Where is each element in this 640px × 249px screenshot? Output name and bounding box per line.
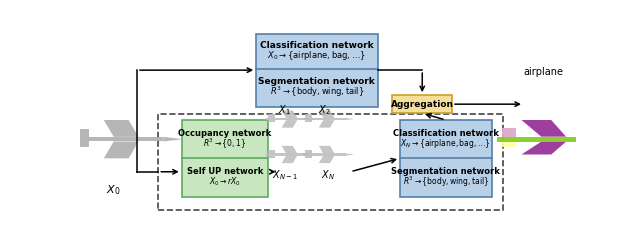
Polygon shape	[308, 153, 317, 156]
Polygon shape	[74, 141, 89, 147]
Text: $X_N \rightarrow \{\mathrm{airplane, bag,}\ldots\}$: $X_N \rightarrow \{\mathrm{airplane, bag…	[401, 137, 491, 150]
Polygon shape	[268, 120, 275, 123]
Polygon shape	[308, 118, 317, 120]
Polygon shape	[282, 110, 297, 118]
Polygon shape	[522, 142, 566, 154]
Text: Segmentation network: Segmentation network	[392, 167, 500, 176]
Bar	[400, 120, 492, 197]
Polygon shape	[319, 156, 335, 163]
Text: $X_0 \rightarrow rX_0$: $X_0 \rightarrow rX_0$	[209, 176, 241, 188]
Polygon shape	[319, 146, 335, 153]
Polygon shape	[303, 153, 346, 156]
Text: Classification network: Classification network	[393, 128, 499, 137]
Polygon shape	[69, 137, 163, 141]
Polygon shape	[282, 120, 297, 128]
Polygon shape	[282, 156, 297, 163]
Text: $X_N$: $X_N$	[321, 169, 335, 183]
Polygon shape	[346, 153, 355, 156]
Polygon shape	[305, 120, 312, 123]
Text: Self UP network: Self UP network	[187, 167, 263, 176]
Polygon shape	[502, 128, 516, 137]
Polygon shape	[268, 150, 275, 153]
Polygon shape	[282, 146, 297, 153]
Text: Aggregation: Aggregation	[391, 100, 454, 109]
Polygon shape	[305, 156, 312, 158]
Polygon shape	[319, 120, 335, 128]
Polygon shape	[163, 137, 183, 141]
Polygon shape	[104, 120, 138, 137]
Polygon shape	[104, 141, 138, 158]
Text: $X_0 \rightarrow \{\mathrm{airplane, bag,}\ldots\}$: $X_0 \rightarrow \{\mathrm{airplane, bag…	[268, 49, 366, 62]
Text: $X_0$: $X_0$	[106, 183, 121, 197]
Polygon shape	[305, 114, 312, 118]
Polygon shape	[319, 110, 335, 118]
Text: Segmentation network: Segmentation network	[259, 77, 375, 86]
Polygon shape	[303, 118, 346, 120]
Polygon shape	[266, 118, 308, 120]
Bar	[392, 95, 452, 113]
Bar	[182, 120, 269, 197]
Polygon shape	[346, 118, 355, 120]
Polygon shape	[268, 114, 275, 118]
Text: $R^3 \rightarrow \{\mathrm{body, wing, tail}\}$: $R^3 \rightarrow \{\mathrm{body, wing, t…	[269, 85, 364, 99]
Polygon shape	[502, 142, 516, 147]
Bar	[158, 114, 503, 210]
Polygon shape	[522, 120, 566, 137]
Text: $R^3 \rightarrow \{\mathrm{body, wing, tail}\}$: $R^3 \rightarrow \{\mathrm{body, wing, t…	[403, 175, 489, 189]
Polygon shape	[74, 129, 89, 137]
Polygon shape	[268, 156, 275, 158]
Text: $R^3 \rightarrow \{0,1\}$: $R^3 \rightarrow \{0,1\}$	[204, 137, 247, 151]
Polygon shape	[305, 150, 312, 153]
Text: Occupancy network: Occupancy network	[179, 128, 272, 137]
Polygon shape	[266, 153, 308, 156]
Text: $X_1$: $X_1$	[278, 104, 291, 117]
Bar	[256, 34, 378, 107]
Polygon shape	[591, 137, 611, 142]
Text: Classification network: Classification network	[260, 41, 374, 50]
Text: $X_{N-1}$: $X_{N-1}$	[272, 169, 298, 183]
Text: $X_2$: $X_2$	[318, 104, 331, 117]
Polygon shape	[497, 137, 591, 142]
Text: airplane: airplane	[524, 67, 564, 77]
